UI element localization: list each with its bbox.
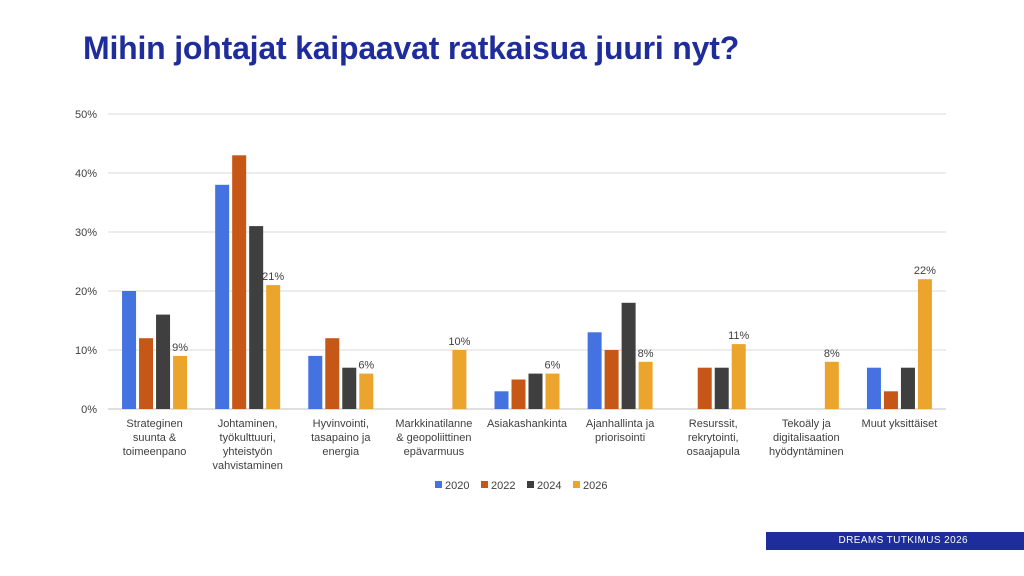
bar-2024 — [621, 302, 636, 409]
bar-2024 — [714, 367, 729, 409]
x-tick-label: Strateginen — [126, 418, 182, 430]
chart-bars — [122, 155, 932, 409]
x-tick-label: Asiakashankinta — [487, 418, 568, 430]
legend-swatch — [481, 481, 488, 488]
x-tick-label: epävarmuus — [404, 446, 465, 458]
x-tick-label: toimeenpano — [123, 446, 187, 458]
x-tick-label: Johtaminen, — [218, 418, 278, 430]
bar-2020 — [587, 332, 602, 409]
bar-2022 — [232, 155, 247, 409]
x-tick-label: rekrytointi, — [688, 432, 739, 444]
x-tick-label: työkulttuuri, — [220, 432, 276, 444]
bar-2020 — [215, 184, 230, 409]
bar-2024 — [900, 367, 915, 409]
x-axis-labels: Strateginen suunta & toimeenpano Johtaminen… — [123, 418, 938, 472]
x-tick-label: tasapaino ja — [311, 432, 371, 444]
x-tick-label: energia — [322, 446, 360, 458]
data-label: 8% — [824, 348, 840, 360]
data-label: 21% — [262, 271, 284, 283]
data-label: 6% — [358, 360, 374, 372]
x-tick-label: priorisointi — [595, 432, 645, 444]
bar-2022 — [325, 338, 340, 409]
x-tick-label: Tekoäly ja — [782, 418, 832, 430]
bar-2026 — [452, 350, 467, 409]
bar-2020 — [866, 367, 881, 409]
page-title: Mihin johtajat kaipaavat ratkaisua juuri… — [83, 30, 740, 66]
y-tick-label: 20% — [75, 286, 97, 298]
x-tick-label: Hyvinvointi, — [313, 418, 369, 430]
data-label: 6% — [545, 360, 561, 372]
x-tick-label: hyödyntäminen — [769, 446, 844, 458]
data-label: 22% — [914, 265, 936, 277]
bar-2026 — [638, 361, 653, 409]
data-label: 9% — [172, 342, 188, 354]
x-tick-label: osaajapula — [687, 446, 741, 458]
chart-data-labels: 9% 21% 6% 10% 6% 8% 11% 8% 22% — [172, 265, 936, 371]
bar-2026 — [173, 355, 188, 409]
bar-2022 — [604, 350, 619, 409]
y-axis-labels: 0% 10% 20% 30% 40% 50% — [75, 109, 97, 416]
data-label: 8% — [638, 348, 654, 360]
y-tick-label: 0% — [81, 404, 97, 416]
x-tick-label: vahvistaminen — [213, 460, 283, 472]
y-tick-label: 40% — [75, 168, 97, 180]
bar-2026 — [545, 373, 560, 409]
y-tick-label: 10% — [75, 345, 97, 357]
bar-2026 — [359, 373, 374, 409]
x-tick-label: suunta & — [133, 432, 177, 444]
legend-label: 2020 — [445, 480, 469, 492]
footer-label: DREAMS TUTKIMUS 2026 — [838, 535, 968, 546]
legend-label: 2024 — [537, 480, 561, 492]
footer-banner: DREAMS TUTKIMUS 2026 — [766, 532, 1024, 550]
chart-gridlines — [108, 113, 946, 410]
x-tick-label: & geopoliittinen — [396, 432, 471, 444]
data-label: 10% — [448, 336, 470, 348]
bar-2026 — [731, 344, 746, 409]
bar-2022 — [883, 391, 898, 409]
bar-2024 — [249, 226, 264, 409]
chart-legend: 2020 2022 2024 2026 — [435, 480, 607, 492]
legend-label: 2026 — [583, 480, 607, 492]
legend-swatch — [435, 481, 442, 488]
bar-2020 — [308, 355, 323, 409]
x-tick-label: Ajanhallinta ja — [586, 418, 655, 430]
bar-2024 — [156, 314, 171, 409]
legend-swatch — [573, 481, 580, 488]
x-tick-label: yhteistyön — [223, 446, 273, 458]
bar-2022 — [697, 367, 712, 409]
bar-2024 — [528, 373, 543, 409]
y-tick-label: 50% — [75, 109, 97, 121]
legend-label: 2022 — [491, 480, 515, 492]
bar-2020 — [494, 391, 509, 409]
x-tick-label: Resurssit, — [689, 418, 738, 430]
x-tick-label: Muut yksittäiset — [862, 418, 938, 430]
bar-2022 — [139, 338, 154, 409]
bar-2022 — [511, 379, 526, 409]
data-label: 11% — [728, 330, 749, 342]
bar-2026 — [266, 285, 281, 409]
bar-2026 — [824, 361, 839, 409]
bar-2026 — [917, 279, 932, 409]
legend-swatch — [527, 481, 534, 488]
y-tick-label: 30% — [75, 227, 97, 239]
bar-2020 — [122, 291, 137, 409]
x-tick-label: digitalisaation — [773, 432, 840, 444]
x-tick-label: Markkinatilanne — [395, 418, 472, 430]
bar-2024 — [342, 367, 357, 409]
